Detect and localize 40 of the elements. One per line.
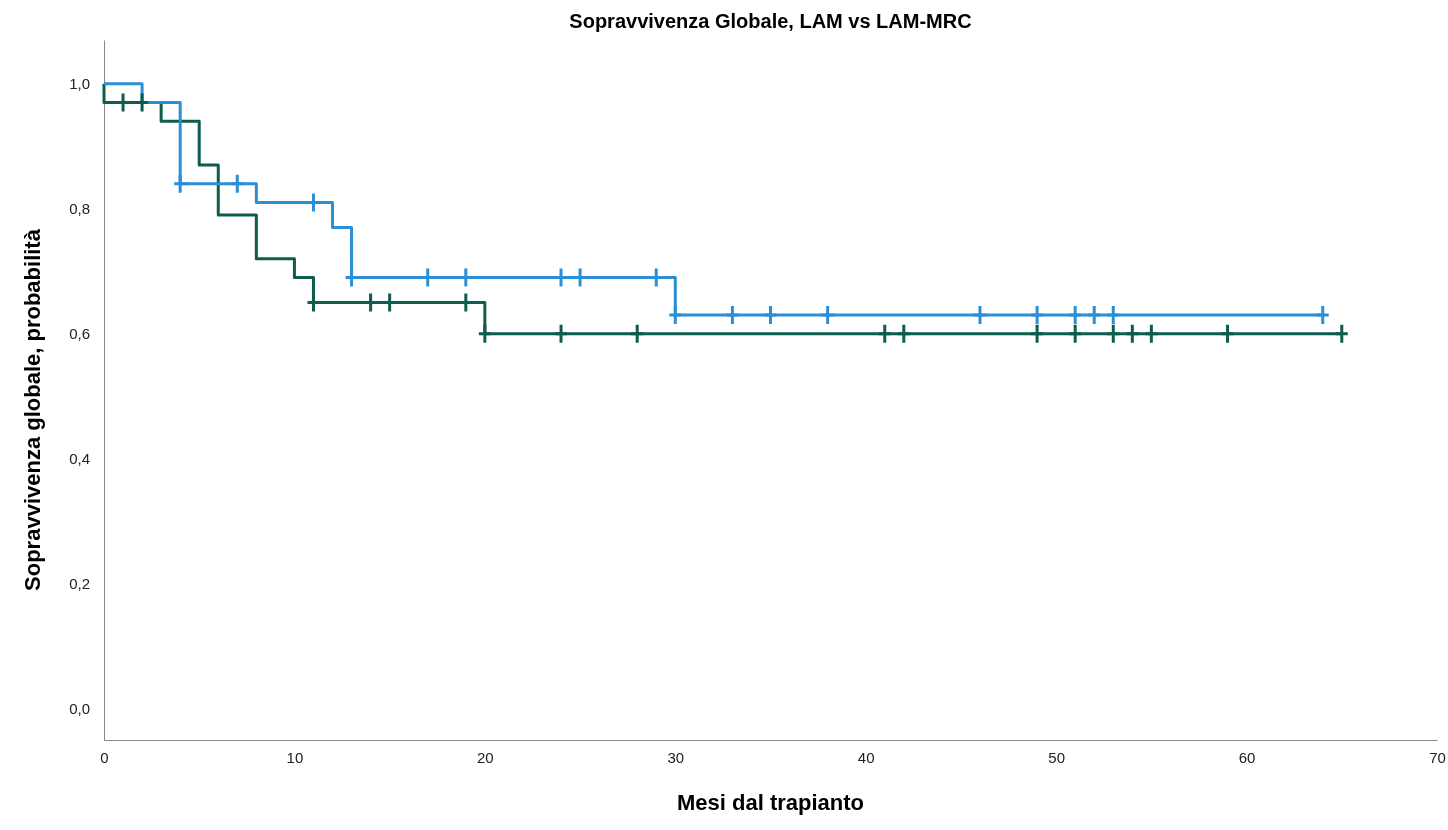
x-tick-label: 50 [1048, 748, 1065, 766]
point [972, 304, 988, 326]
point [667, 304, 683, 326]
y-tick-label: 0,0 [69, 700, 90, 718]
point [877, 323, 893, 345]
point [1124, 323, 1140, 345]
chart-title: Sopravvivenza Globale, LAM vs LAM-MRC [569, 10, 972, 32]
point [229, 173, 245, 195]
point [724, 304, 740, 326]
point [477, 323, 493, 345]
x-tick-label: 0 [100, 748, 109, 766]
point [1220, 323, 1236, 345]
x-tick-label: 30 [667, 748, 685, 766]
x-tick-label: 40 [857, 748, 875, 766]
point [1105, 323, 1121, 345]
y-tick-label: 0,6 [69, 325, 90, 343]
point [1315, 304, 1331, 326]
point [1086, 304, 1102, 326]
x-tick-label: 20 [477, 748, 494, 766]
point [172, 173, 188, 195]
y-axis-title: Sopravvivenza globale, probabilità [20, 228, 45, 591]
y-tick-label: 0,8 [69, 200, 90, 218]
point [629, 323, 645, 345]
x-tick-label: 60 [1238, 748, 1256, 766]
point [1143, 323, 1159, 345]
point [1067, 323, 1083, 345]
x-tick-label: 70 [1429, 748, 1446, 766]
point [820, 304, 836, 326]
y-tick-label: 0,2 [69, 575, 90, 593]
x-axis-title: Mesi dal trapianto [676, 790, 865, 815]
point [1029, 304, 1045, 326]
point [1067, 304, 1083, 326]
point [1105, 304, 1121, 326]
point [896, 323, 912, 345]
point [1334, 323, 1350, 345]
point [553, 323, 569, 345]
y-tick-label: 1,0 [69, 75, 90, 93]
point [1029, 323, 1045, 345]
y-tick-label: 0,4 [69, 450, 90, 468]
x-tick-label: 10 [286, 748, 304, 766]
